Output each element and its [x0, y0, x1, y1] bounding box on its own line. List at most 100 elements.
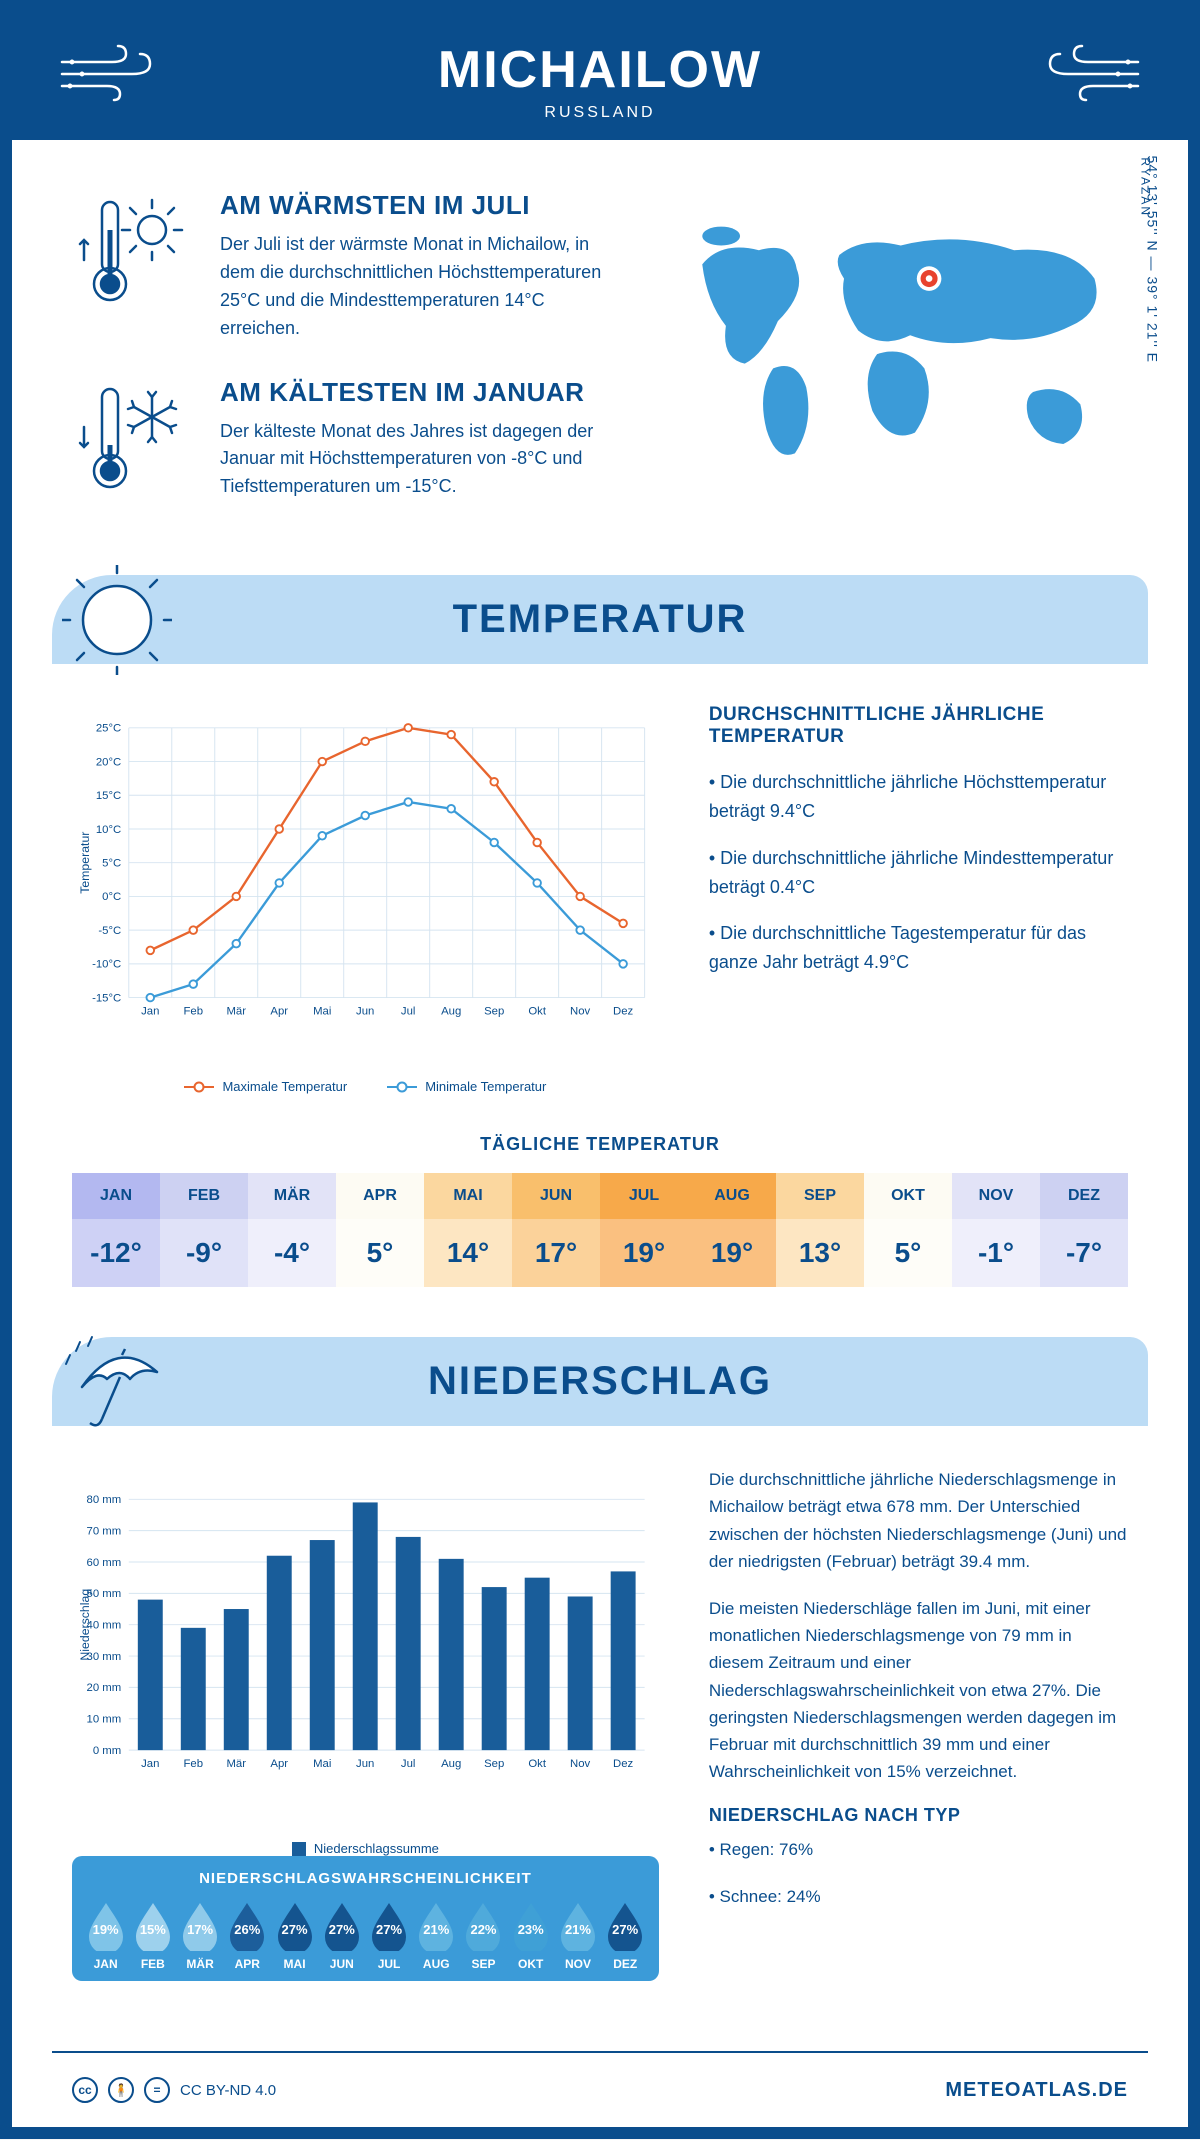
svg-text:Feb: Feb [183, 1758, 203, 1770]
temperature-heading: TEMPERATUR [52, 597, 1148, 642]
warmest-text: Der Juli ist der wärmste Monat in Michai… [220, 231, 615, 343]
page-header: MICHAILOW RUSSLAND [12, 12, 1188, 140]
daily-cell: JUN17° [512, 1173, 600, 1287]
probability-drop: 23%OKT [507, 1899, 554, 1971]
svg-text:-10°C: -10°C [92, 959, 121, 971]
svg-text:-5°C: -5°C [98, 925, 121, 937]
nd-icon: = [144, 2077, 170, 2103]
thermometer-hot-icon [72, 190, 192, 310]
svg-text:Nov: Nov [570, 1006, 591, 1018]
precipitation-heading: NIEDERSCHLAG [52, 1359, 1148, 1404]
daily-temp-title: TÄGLICHE TEMPERATUR [12, 1134, 1188, 1155]
svg-text:Nov: Nov [570, 1758, 591, 1770]
by-icon: 🧍 [108, 2077, 134, 2103]
svg-text:Sep: Sep [484, 1758, 504, 1770]
location-title: MICHAILOW [12, 40, 1188, 100]
svg-text:15°C: 15°C [96, 790, 121, 802]
probability-drop: 15%FEB [129, 1899, 176, 1971]
temperature-summary: DURCHSCHNITTLICHE JÄHRLICHE TEMPERATUR •… [709, 704, 1128, 1094]
svg-text:Feb: Feb [183, 1006, 203, 1018]
svg-text:Apr: Apr [270, 1006, 288, 1018]
daily-cell: SEP13° [776, 1173, 864, 1287]
svg-text:Apr: Apr [270, 1758, 288, 1770]
probability-drop: 17%MÄR [176, 1899, 223, 1971]
legend-precip: Niederschlagssumme [292, 1841, 439, 1856]
daily-cell: DEZ-7° [1040, 1173, 1128, 1287]
daily-cell: MÄR-4° [248, 1173, 336, 1287]
daily-cell: FEB-9° [160, 1173, 248, 1287]
country-subtitle: RUSSLAND [12, 104, 1188, 122]
svg-text:Niederschlag: Niederschlag [78, 1589, 92, 1661]
svg-text:70 mm: 70 mm [87, 1526, 122, 1538]
svg-text:Jul: Jul [401, 1758, 416, 1770]
brand-label: METEOATLAS.DE [945, 2079, 1128, 2102]
thermometer-cold-icon [72, 377, 192, 497]
svg-text:5°C: 5°C [102, 858, 121, 870]
coldest-text: Der kälteste Monat des Jahres ist dagege… [220, 418, 615, 502]
coldest-block: AM KÄLTESTEN IM JANUAR Der kälteste Mona… [72, 377, 615, 502]
page-footer: cc 🧍 = CC BY-ND 4.0 METEOATLAS.DE [52, 2051, 1148, 2127]
svg-text:10 mm: 10 mm [87, 1714, 122, 1726]
svg-text:Temperatur: Temperatur [78, 832, 92, 894]
svg-text:Aug: Aug [441, 1758, 461, 1770]
legend-max: .legend-line[style*="e8652e"]::after{bor… [184, 1079, 347, 1094]
world-map-icon [655, 190, 1128, 490]
svg-text:Dez: Dez [613, 1006, 634, 1018]
cc-icon: cc [72, 2077, 98, 2103]
svg-text:20°C: 20°C [96, 757, 121, 769]
svg-text:Aug: Aug [441, 1006, 461, 1018]
svg-text:Sep: Sep [484, 1006, 504, 1018]
probability-drop: 22%SEP [460, 1899, 507, 1971]
wind-icon [52, 42, 172, 102]
precipitation-banner: NIEDERSCHLAG [52, 1337, 1148, 1426]
sun-icon [62, 565, 172, 675]
temperature-chart: -15°C -10°C -5°C 0°C 5°C 10°C 15°C 20°C 25°C Jan F… [72, 704, 659, 1094]
svg-text:Jan: Jan [141, 1006, 159, 1018]
warmest-block: AM WÄRMSTEN IM JULI Der Juli ist der wär… [72, 190, 615, 343]
probability-drop: 27%JUN [318, 1899, 365, 1971]
precipitation-chart: 0 mm10 mm20 mm30 mm40 mm50 mm60 mm70 mm8… [72, 1466, 659, 1991]
svg-text:-15°C: -15°C [92, 993, 121, 1005]
daily-cell: NOV-1° [952, 1173, 1040, 1287]
daily-cell: OKT5° [864, 1173, 952, 1287]
wind-icon [1028, 42, 1148, 102]
svg-text:Jun: Jun [356, 1006, 374, 1018]
legend-min: .legend-line[style*="3b9bd8"]::after{bor… [387, 1079, 546, 1094]
daily-cell: JAN-12° [72, 1173, 160, 1287]
probability-drop: 27%DEZ [602, 1899, 649, 1971]
precipitation-probability-box: NIEDERSCHLAGSWAHRSCHEINLICHKEIT 19%JAN15… [72, 1856, 659, 1981]
svg-text:Mai: Mai [313, 1006, 331, 1018]
svg-text:Okt: Okt [528, 1006, 546, 1018]
intro-section: AM WÄRMSTEN IM JULI Der Juli ist der wär… [12, 140, 1188, 575]
svg-text:Mär: Mär [226, 1758, 246, 1770]
svg-text:0°C: 0°C [102, 891, 121, 903]
precipitation-summary: Die durchschnittliche jährliche Niedersc… [709, 1466, 1128, 1991]
svg-text:Dez: Dez [613, 1758, 634, 1770]
daily-cell: MAI14° [424, 1173, 512, 1287]
temperature-banner: TEMPERATUR [52, 575, 1148, 664]
svg-text:25°C: 25°C [96, 723, 121, 735]
svg-text:Jan: Jan [141, 1758, 159, 1770]
warmest-heading: AM WÄRMSTEN IM JULI [220, 190, 615, 221]
svg-text:Mai: Mai [313, 1758, 331, 1770]
daily-cell: JUL19° [600, 1173, 688, 1287]
svg-text:10°C: 10°C [96, 824, 121, 836]
coldest-heading: AM KÄLTESTEN IM JANUAR [220, 377, 615, 408]
svg-text:Jun: Jun [356, 1758, 374, 1770]
svg-text:Okt: Okt [528, 1758, 546, 1770]
daily-temp-grid: JAN-12°FEB-9°MÄR-4°APR5°MAI14°JUN17°JUL1… [72, 1173, 1128, 1287]
svg-text:80 mm: 80 mm [87, 1494, 122, 1506]
probability-drop: 21%AUG [413, 1899, 460, 1971]
umbrella-icon [62, 1327, 172, 1437]
svg-text:0 mm: 0 mm [93, 1745, 121, 1757]
svg-text:Jul: Jul [401, 1006, 416, 1018]
svg-text:60 mm: 60 mm [87, 1557, 122, 1569]
probability-drop: 21%NOV [554, 1899, 601, 1971]
svg-text:Mär: Mär [226, 1006, 246, 1018]
probability-drop: 19%JAN [82, 1899, 129, 1971]
probability-drop: 26%APR [224, 1899, 271, 1971]
probability-drop: 27%JUL [365, 1899, 412, 1971]
probability-drop: 27%MAI [271, 1899, 318, 1971]
license-text: CC BY-ND 4.0 [180, 2082, 276, 2099]
coordinates-label: 54° 13' 55'' N — 39° 1' 21'' E [1144, 155, 1160, 362]
